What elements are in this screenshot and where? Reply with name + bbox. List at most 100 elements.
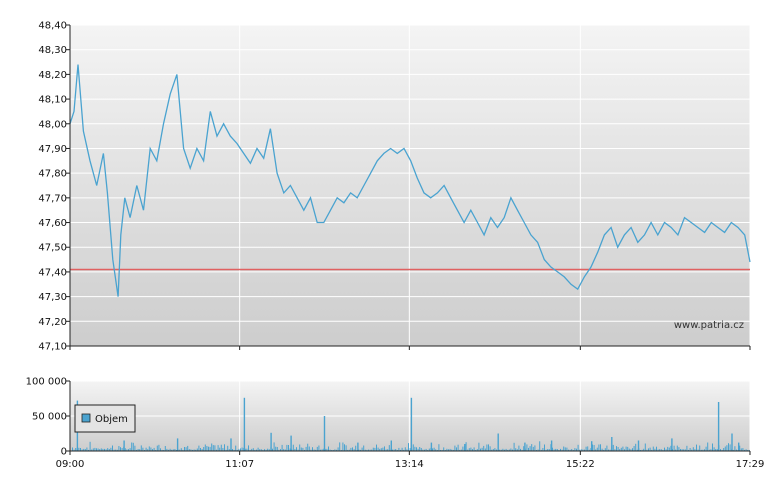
volume-bar (534, 445, 536, 451)
volume-bar (494, 448, 496, 451)
volume-bar (443, 447, 445, 451)
volume-bar (276, 447, 278, 451)
volume-bar (532, 446, 534, 451)
volume-bar (417, 448, 419, 451)
volume-bar (433, 447, 435, 451)
volume-y-axis: 0 50 000 100 000 (26, 377, 70, 458)
volume-bar (166, 448, 168, 451)
volume-bar (228, 449, 230, 451)
volume-bar (576, 448, 577, 451)
volume-bar (374, 447, 376, 451)
volume-bar (240, 448, 241, 451)
volume-bar (699, 445, 701, 451)
volume-bar (80, 448, 81, 451)
volume-bar (697, 449, 699, 451)
volume-bar (528, 447, 529, 451)
volume-bar (283, 449, 285, 451)
volume-bar (353, 449, 355, 451)
volume-bar (656, 446, 657, 451)
volume-bar (588, 449, 590, 451)
volume-bar (347, 449, 349, 451)
legend-box (74, 404, 136, 433)
volume-bar (345, 445, 347, 451)
volume-bar (473, 447, 475, 451)
volume-bar (89, 441, 91, 451)
price-y-tick-label: 47,60 (38, 218, 67, 229)
volume-bar (179, 449, 181, 451)
volume-bar (513, 442, 515, 451)
price-y-tick-label: 47,80 (38, 169, 67, 180)
volume-bar (596, 447, 598, 451)
volume-bar (387, 449, 389, 451)
volume-bar (569, 449, 571, 451)
volume-bar (364, 449, 366, 451)
volume-bar (216, 449, 217, 451)
volume-bar (251, 448, 253, 451)
volume-bar (398, 447, 400, 451)
volume-bar (107, 448, 109, 451)
volume-bar (628, 448, 630, 451)
volume-bar (564, 447, 566, 451)
volume-bar (689, 448, 691, 451)
price-series-line (69, 64, 751, 297)
volume-bar (507, 449, 509, 451)
volume-bar (723, 448, 725, 451)
volume-bar (488, 444, 489, 451)
volume-bar (454, 445, 456, 451)
volume-bar (326, 448, 328, 451)
volume-bar (131, 442, 133, 451)
volume-bar (468, 448, 470, 451)
volume-bar (249, 449, 251, 451)
volume-bar (601, 448, 603, 451)
volume-bar (526, 444, 528, 451)
volume-bar (96, 448, 97, 451)
volume-bar (412, 444, 414, 451)
volume-bar (738, 442, 740, 451)
volume-bar (451, 449, 453, 451)
volume-bar (539, 441, 541, 451)
legend-swatch (81, 413, 91, 423)
volume-bar (552, 447, 553, 451)
volume-bar (571, 449, 573, 451)
price-y-tick-label: 48,00 (38, 119, 67, 130)
volume-bar (259, 449, 261, 451)
volume-bar (360, 449, 361, 451)
volume-bar (208, 446, 209, 451)
price-y-tick-label: 47,50 (38, 243, 67, 254)
volume-bar (292, 444, 294, 451)
volume-bar (126, 449, 128, 451)
volume-bar (244, 448, 246, 451)
volume-bar (671, 438, 673, 451)
volume-bar (275, 446, 277, 451)
volume-bar (265, 449, 267, 451)
volume-bar (542, 448, 544, 451)
volume-bar (478, 442, 480, 451)
volume-bar (691, 449, 693, 451)
volume-bar (708, 449, 710, 451)
price-y-tick-label: 48,30 (38, 45, 67, 56)
volume-bar (219, 447, 221, 451)
volume-bar (204, 444, 206, 451)
volume-bar (121, 448, 123, 451)
volume-bar (446, 448, 448, 451)
volume-bar (112, 445, 113, 451)
volume-bar (472, 449, 473, 451)
volume-bar (358, 449, 360, 451)
price-y-tick-label: 47,10 (38, 342, 67, 353)
volume-bar (486, 444, 488, 451)
volume-bar (692, 447, 694, 451)
volume-bar (713, 447, 715, 451)
volume-bar (667, 446, 669, 451)
volume-bar (78, 447, 80, 451)
volume-bar (584, 449, 585, 451)
volume-bar (496, 449, 497, 451)
volume-bar (432, 448, 433, 451)
volume-bar (368, 449, 369, 451)
volume-bar (267, 448, 269, 451)
volume-bar (633, 446, 635, 451)
volume-bar (568, 449, 569, 451)
volume-bar (243, 397, 246, 451)
volume-bar (318, 445, 320, 451)
volume-bar (361, 447, 363, 451)
volume-bar (420, 448, 422, 451)
